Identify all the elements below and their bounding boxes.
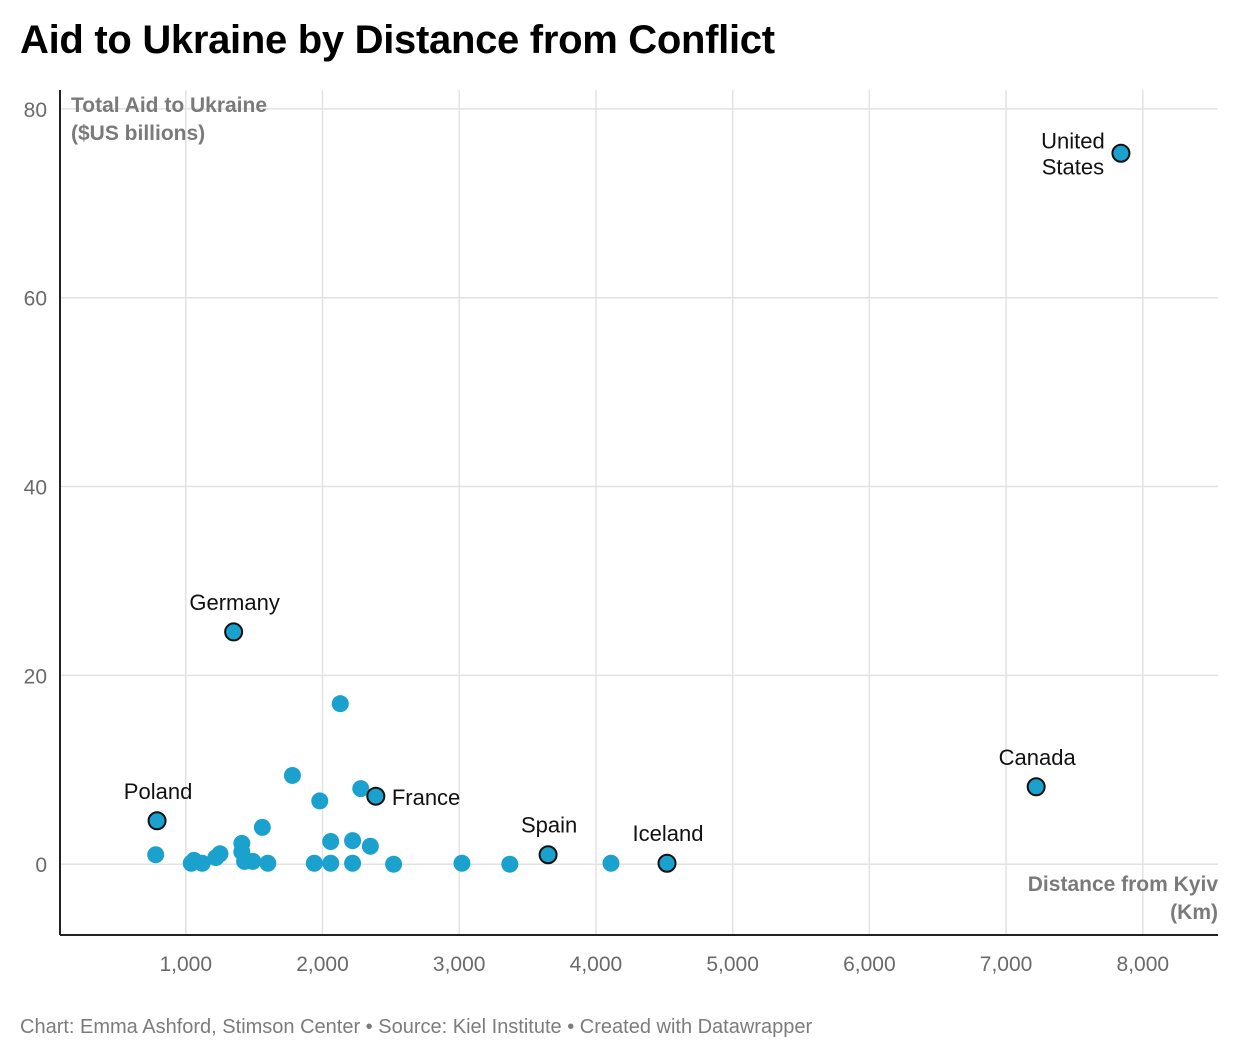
data-point xyxy=(344,854,362,872)
data-point xyxy=(207,849,225,867)
data-point xyxy=(344,832,362,850)
labeled-data-point xyxy=(1026,777,1046,797)
labeled-data-point xyxy=(538,845,558,865)
y-tick-label: 80 xyxy=(24,99,47,122)
labeled-data-point xyxy=(1111,143,1131,163)
point-label: Spain xyxy=(521,813,577,838)
x-tick-label: 5,000 xyxy=(706,953,759,976)
y-tick-label: 60 xyxy=(24,288,47,311)
data-point xyxy=(305,854,323,872)
data-point xyxy=(253,818,271,836)
point-label: Germany xyxy=(189,590,279,615)
y-axis-title: Total Aid to Ukraine xyxy=(71,94,267,117)
x-axis-title: (Km) xyxy=(1170,901,1218,924)
y-axis-title: ($US billions) xyxy=(71,122,205,145)
labeled-data-point xyxy=(224,622,244,642)
data-point xyxy=(352,780,370,798)
y-tick-label: 20 xyxy=(24,665,47,688)
x-tick-label: 8,000 xyxy=(1117,953,1170,976)
data-point xyxy=(311,792,329,810)
labeled-data-point xyxy=(147,811,167,831)
data-point xyxy=(259,854,277,872)
data-point xyxy=(385,855,403,873)
grid-lines xyxy=(60,90,1218,935)
data-point xyxy=(322,833,340,851)
x-tick-label: 6,000 xyxy=(843,953,896,976)
data-point xyxy=(331,695,349,713)
point-label: Canada xyxy=(999,745,1077,770)
point-label: United xyxy=(1041,128,1105,153)
chart-footer: Chart: Emma Ashford, Stimson Center • So… xyxy=(20,1016,813,1038)
chart-title: Aid to Ukraine by Distance from Conflict xyxy=(20,18,775,62)
data-point xyxy=(322,854,340,872)
data-point xyxy=(147,846,165,864)
tick-labels: 1,000 2,000 3,000 4,000 5,000 6,000 7,000 8,000… xyxy=(24,99,1169,976)
labeled-data-point xyxy=(657,853,677,873)
data-point xyxy=(453,854,471,872)
point-label: States xyxy=(1042,154,1104,179)
axis-titles: Total Aid to Ukraine ($US billions) Distan… xyxy=(71,94,1218,924)
x-axis-title: Distance from Kyiv xyxy=(1028,873,1219,896)
data-point xyxy=(361,837,379,855)
x-tick-label: 4,000 xyxy=(570,953,623,976)
x-tick-label: 2,000 xyxy=(296,953,349,976)
x-tick-label: 1,000 xyxy=(159,953,212,976)
labeled-data-point xyxy=(366,786,386,806)
data-points xyxy=(147,143,1131,873)
data-point xyxy=(602,854,620,872)
point-label: Iceland xyxy=(633,821,704,846)
x-tick-label: 7,000 xyxy=(980,953,1033,976)
point-label: Poland xyxy=(124,779,193,804)
data-point xyxy=(501,855,519,873)
point-label: France xyxy=(392,785,460,810)
scatter-chart: 1,000 2,000 3,000 4,000 5,000 6,000 7,000 8,000… xyxy=(24,90,1218,976)
data-point xyxy=(193,854,211,872)
axes xyxy=(59,90,1218,936)
y-tick-label: 0 xyxy=(35,854,47,877)
data-point xyxy=(283,766,301,784)
y-tick-label: 40 xyxy=(24,477,47,500)
data-point xyxy=(244,852,262,870)
x-tick-label: 3,000 xyxy=(433,953,486,976)
